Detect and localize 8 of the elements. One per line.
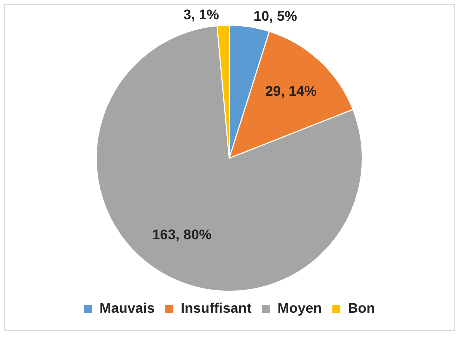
- legend-label: Bon: [348, 300, 376, 316]
- data-label: 10, 5%: [254, 8, 298, 24]
- data-label: 163, 80%: [152, 226, 212, 242]
- legend-label: Moyen: [278, 300, 322, 316]
- legend-label: Insuffisant: [180, 300, 252, 316]
- legend-label: Mauvais: [100, 300, 156, 316]
- data-label: 3, 1%: [184, 6, 220, 22]
- data-label: 29, 14%: [266, 83, 318, 100]
